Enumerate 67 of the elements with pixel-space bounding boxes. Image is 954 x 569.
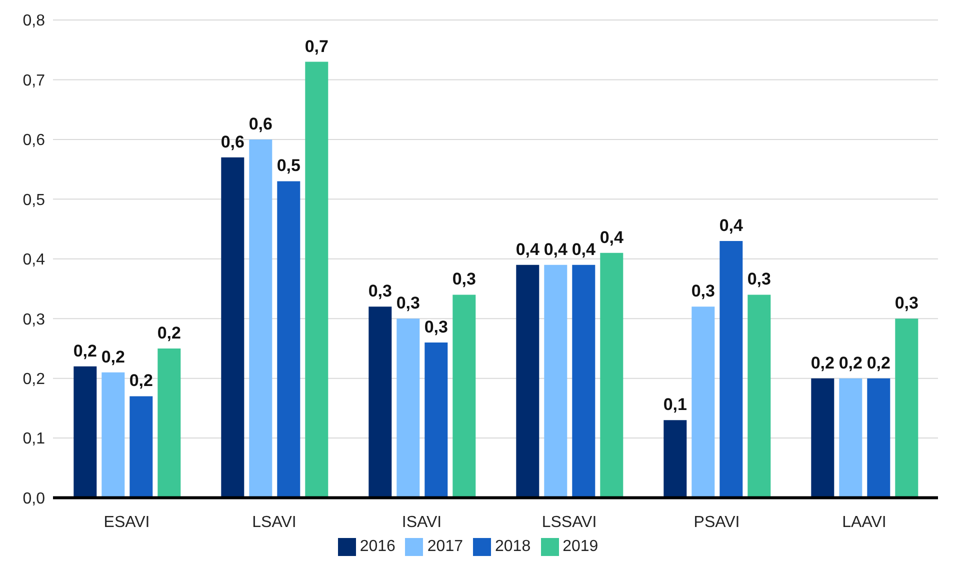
data-label: 0,5 xyxy=(276,156,300,176)
data-label: 0,2 xyxy=(101,347,125,366)
data-label: 0,3 xyxy=(894,294,918,313)
data-label: 0,6 xyxy=(248,114,272,134)
bar xyxy=(249,139,272,498)
y-tick-label: 0,0 xyxy=(22,490,46,508)
legend-label: 2018 xyxy=(495,538,531,555)
data-label: 0,2 xyxy=(810,353,834,372)
bar xyxy=(368,306,392,498)
y-tick-label: 0,1 xyxy=(22,430,46,448)
data-label: 0,4 xyxy=(572,240,596,259)
legend-label: 2017 xyxy=(427,538,463,555)
y-tick-label: 0,3 xyxy=(22,311,46,328)
y-tick-label: 0,2 xyxy=(22,371,46,388)
x-tick-label: LSAVI xyxy=(252,514,296,532)
bar xyxy=(158,348,181,498)
data-label: 0,2 xyxy=(157,323,181,342)
bar xyxy=(102,372,125,498)
bar xyxy=(867,378,890,498)
bar xyxy=(305,62,328,498)
data-label: 0,3 xyxy=(368,282,392,301)
bar xyxy=(895,318,918,498)
bar xyxy=(572,264,596,498)
x-tick-label: LAAVI xyxy=(842,514,886,532)
data-label: 0,4 xyxy=(544,240,568,259)
bar xyxy=(692,306,715,498)
bar xyxy=(600,252,624,498)
legend-label: 2016 xyxy=(360,538,396,555)
y-tick-label: 0,4 xyxy=(22,252,46,269)
bar xyxy=(221,157,244,498)
y-tick-label: 0,6 xyxy=(22,132,46,150)
bar xyxy=(130,396,153,498)
x-tick-label: PSAVI xyxy=(694,514,740,532)
bar xyxy=(424,342,448,498)
y-tick-label: 0,8 xyxy=(22,12,46,30)
bar xyxy=(74,366,97,498)
bar xyxy=(720,240,743,498)
bar xyxy=(452,294,476,498)
data-label: 0,2 xyxy=(73,341,97,360)
bar xyxy=(811,378,834,498)
bar xyxy=(396,318,420,498)
bar xyxy=(544,264,568,498)
legend-label: 2019 xyxy=(562,538,598,555)
x-tick-label: ISAVI xyxy=(402,514,442,532)
data-label: 0,3 xyxy=(691,282,715,301)
data-label: 0,1 xyxy=(663,395,687,414)
y-tick-label: 0,5 xyxy=(22,192,46,209)
bar xyxy=(516,264,540,498)
data-label: 0,2 xyxy=(866,353,890,372)
data-label: 0,4 xyxy=(516,240,540,259)
bar xyxy=(664,420,687,498)
bar xyxy=(839,378,862,498)
data-label: 0,4 xyxy=(600,228,624,247)
data-label: 0,3 xyxy=(747,270,771,289)
data-label: 0,3 xyxy=(452,270,476,289)
bar xyxy=(748,294,771,498)
data-label: 0,3 xyxy=(396,294,420,313)
x-tick-label: ESAVI xyxy=(104,514,150,532)
data-label: 0,3 xyxy=(424,317,448,336)
data-label: 0,7 xyxy=(304,36,328,56)
x-tick-label: LSSAVI xyxy=(542,514,597,532)
data-label: 0,2 xyxy=(129,371,153,390)
data-label: 0,2 xyxy=(838,353,862,372)
data-label: 0,4 xyxy=(719,216,744,235)
data-label: 0,6 xyxy=(220,132,244,152)
y-tick-label: 0,7 xyxy=(22,72,46,90)
bar xyxy=(277,181,300,498)
